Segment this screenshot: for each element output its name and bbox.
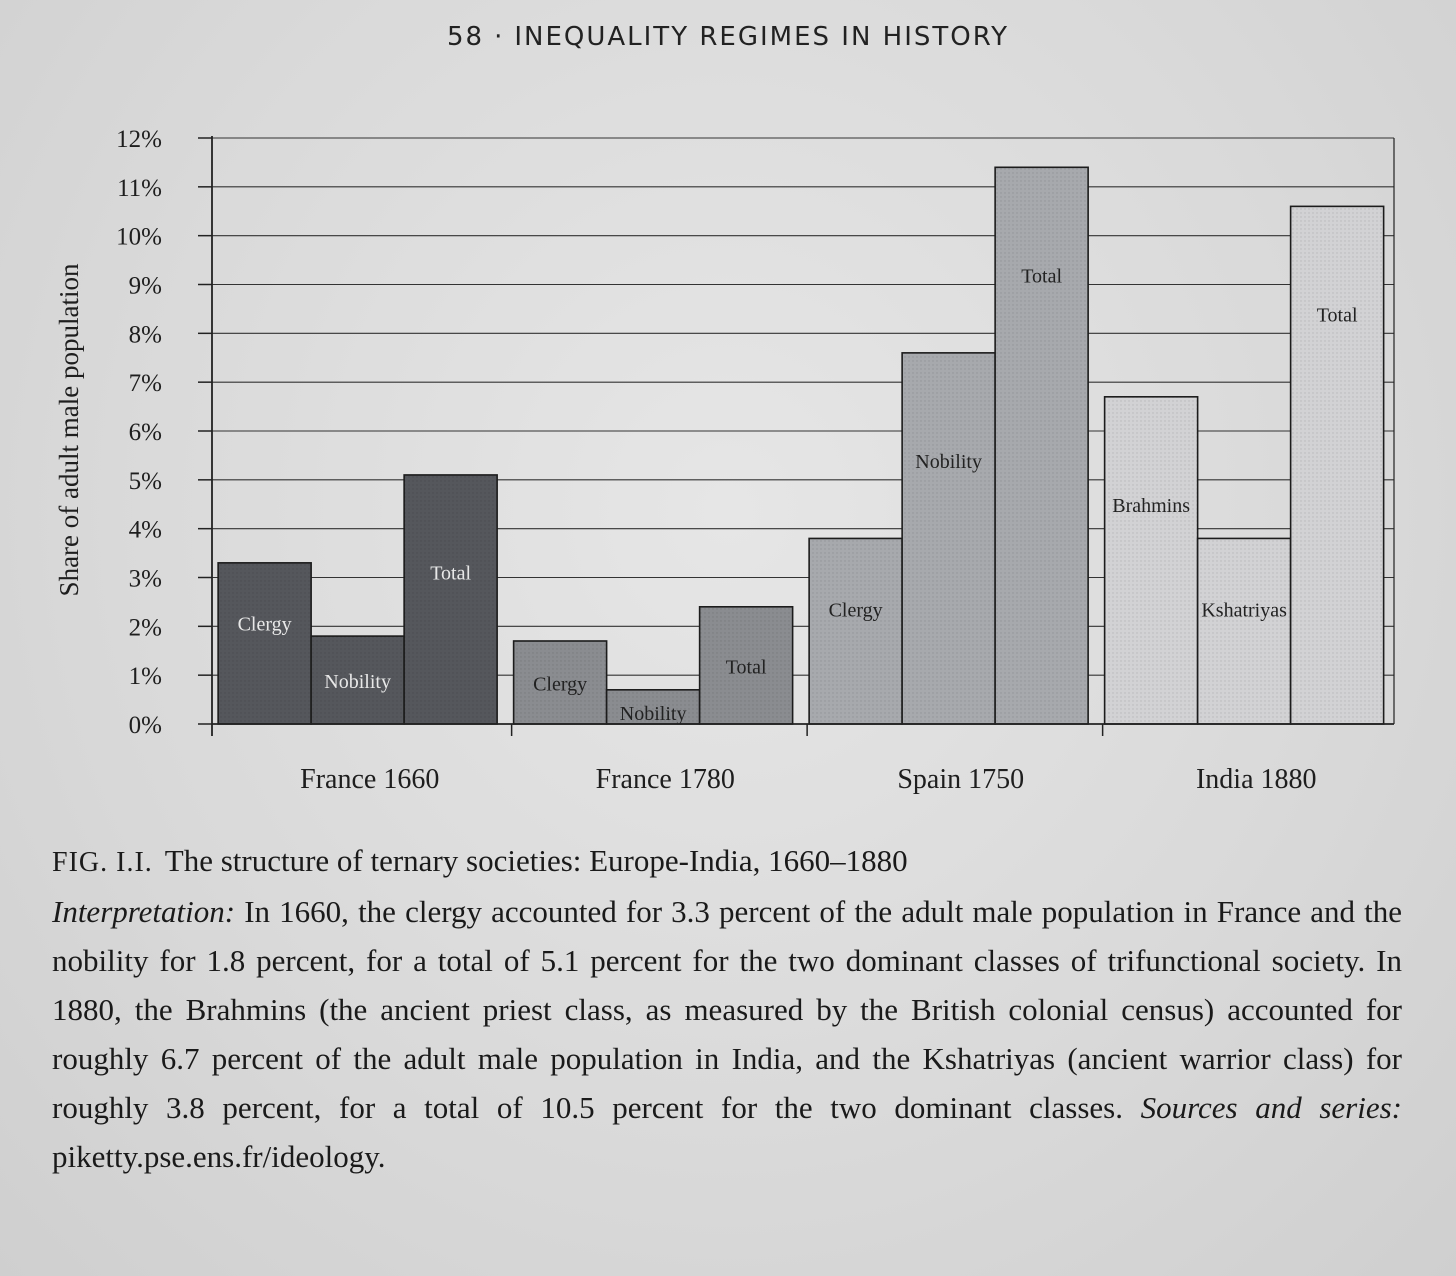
figure-title-line: FIG. I.I. The structure of ternary societ… [52, 836, 1402, 887]
bar-label: Total [1021, 265, 1062, 287]
bar-label: Total [1317, 304, 1358, 326]
bar-texture [606, 689, 700, 724]
bar-texture [218, 562, 312, 724]
x-category-label: Spain 1750 [897, 764, 1024, 795]
y-tick-label: 7% [129, 370, 162, 397]
interpretation-label: Interpretation: [52, 894, 236, 929]
figure-title: The structure of ternary societies: Euro… [164, 843, 908, 878]
bar-label: Nobility [915, 451, 982, 473]
figure-caption: FIG. I.I. The structure of ternary societ… [52, 836, 1402, 1181]
y-tick-label: 9% [129, 273, 162, 300]
x-category-label: France 1660 [300, 764, 439, 795]
bar-texture [311, 636, 405, 724]
bar-texture [404, 474, 498, 724]
book-title: INEQUALITY REGIMES IN HISTORY [514, 22, 1010, 52]
bar-label: Kshatriyas [1201, 599, 1287, 621]
y-tick-label: 4% [129, 517, 162, 544]
bar-label: Total [726, 656, 767, 678]
running-head: 58 · INEQUALITY REGIMES IN HISTORY [0, 22, 1456, 52]
y-tick-label: 5% [129, 468, 162, 495]
axes: 0% 1% 2% 3% 4% 5% 6% 7% 8% 9% 10% 11% 12% France 1660… [116, 126, 1395, 795]
y-tick-label: 3% [129, 566, 162, 593]
bar-label: Nobility [324, 671, 391, 693]
bar-texture [513, 640, 607, 724]
bar-chart: Clergy Nobility Total Clergy Nobility Total Cl… [54, 126, 1395, 795]
sources-text: piketty.pse.ens.fr/ideology. [52, 1139, 386, 1174]
page-number: 58 [446, 22, 485, 52]
running-head-separator: · [494, 22, 505, 52]
sources-label: Sources and series: [1140, 1090, 1402, 1125]
bar-texture [1104, 396, 1198, 724]
y-tick-label: 8% [129, 321, 162, 348]
bar-texture [1197, 538, 1291, 724]
bar-label: Total [430, 563, 471, 585]
interpretation-paragraph: Interpretation: In 1660, the clergy acco… [52, 887, 1402, 1181]
bars: Clergy Nobility Total Clergy Nobility Total Cl… [217, 166, 1385, 725]
y-tick-label: 12% [116, 126, 162, 153]
bar-label: Nobility [620, 703, 687, 725]
bar-label: Clergy [238, 614, 292, 636]
bar-texture [809, 538, 903, 724]
bar-texture [902, 352, 996, 724]
y-tick-label: 0% [129, 712, 162, 739]
y-axis-label: Share of adult male population [54, 263, 84, 596]
y-tick-label: 11% [117, 175, 162, 202]
bar-label: Clergy [533, 673, 587, 695]
y-tick-label: 1% [129, 663, 162, 690]
bar-label: Brahmins [1112, 495, 1190, 517]
bar-texture [1290, 206, 1384, 724]
y-tick-label: 6% [129, 419, 162, 446]
interpretation-text: In 1660, the clergy accounted for 3.3 pe… [52, 894, 1403, 1125]
bar-texture [699, 606, 793, 724]
x-category-label: India 1880 [1196, 764, 1317, 795]
figure-label: FIG. I.I. [52, 847, 153, 878]
x-category-label: France 1780 [596, 764, 735, 795]
bar-texture [995, 167, 1089, 725]
bar-label: Clergy [829, 599, 883, 621]
y-tick-label: 10% [116, 224, 162, 251]
y-tick-label: 2% [129, 614, 162, 641]
